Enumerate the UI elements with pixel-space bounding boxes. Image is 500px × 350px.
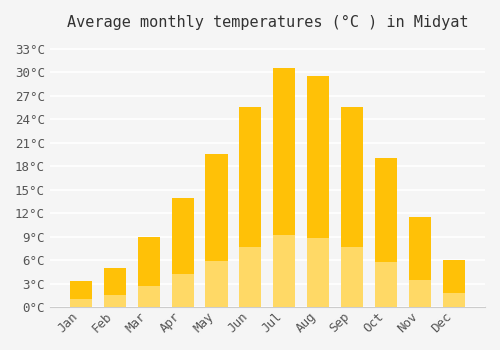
Bar xyxy=(240,247,262,307)
Bar xyxy=(138,237,160,307)
Bar xyxy=(104,268,126,307)
Bar xyxy=(206,261,228,307)
Bar xyxy=(274,236,295,307)
Bar xyxy=(240,107,262,307)
Bar xyxy=(104,295,126,307)
Bar xyxy=(274,68,295,307)
Bar xyxy=(308,76,330,307)
Bar xyxy=(409,280,432,307)
Bar xyxy=(375,262,398,307)
Bar xyxy=(443,260,465,307)
Bar xyxy=(409,217,432,307)
Bar xyxy=(70,299,92,307)
Bar xyxy=(342,107,363,307)
Title: Average monthly temperatures (°C ) in Midyat: Average monthly temperatures (°C ) in Mi… xyxy=(66,15,468,30)
Bar xyxy=(172,274,194,307)
Bar xyxy=(70,281,92,307)
Bar xyxy=(172,197,194,307)
Bar xyxy=(138,286,160,307)
Bar xyxy=(206,154,228,307)
Bar xyxy=(443,293,465,307)
Bar xyxy=(308,238,330,307)
Bar xyxy=(342,247,363,307)
Bar xyxy=(375,158,398,307)
